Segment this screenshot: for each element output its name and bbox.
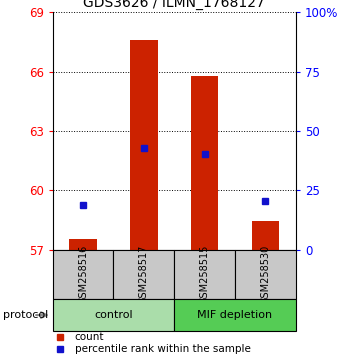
Bar	[191, 76, 218, 250]
Text: GSM258530: GSM258530	[260, 245, 270, 304]
Bar	[174, 299, 296, 331]
Text: GSM258515: GSM258515	[200, 245, 210, 304]
Bar	[69, 239, 97, 250]
Text: control: control	[94, 310, 133, 320]
Text: percentile rank within the sample: percentile rank within the sample	[74, 344, 251, 354]
Bar	[114, 250, 174, 299]
Text: GSM258517: GSM258517	[139, 245, 149, 304]
Bar	[53, 250, 114, 299]
Bar	[235, 250, 296, 299]
Text: protocol: protocol	[3, 310, 49, 320]
Text: MIF depletion: MIF depletion	[198, 310, 273, 320]
Bar	[252, 221, 279, 250]
Bar	[130, 40, 157, 250]
Text: count: count	[74, 332, 104, 342]
Text: GSM258516: GSM258516	[78, 245, 88, 304]
Title: GDS3626 / ILMN_1768127: GDS3626 / ILMN_1768127	[83, 0, 265, 10]
Bar	[174, 250, 235, 299]
Bar	[53, 299, 174, 331]
